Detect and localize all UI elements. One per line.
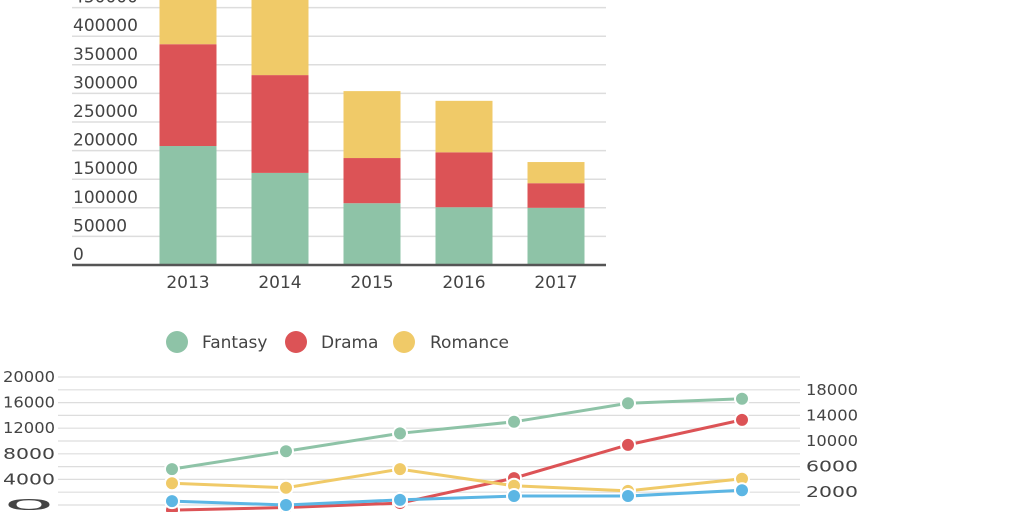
bar-segment-drama — [251, 75, 309, 173]
bar-segment-romance — [251, 0, 309, 76]
line-y-tick-label-left: 20000 — [3, 368, 55, 386]
bar-x-tick-label: 2013 — [166, 273, 209, 293]
line-point-fantasy — [164, 461, 180, 478]
bar-segment-drama — [159, 44, 217, 147]
line-point-fantasy — [278, 443, 294, 460]
bar-segment-fantasy — [159, 146, 217, 265]
line-point-fantasy — [734, 390, 750, 407]
line-y-tick-label-right: 10000 — [806, 432, 858, 450]
line-y-tick-label-right: 18000 — [806, 381, 858, 399]
legend-item-romance[interactable]: Romance — [393, 331, 509, 353]
line-point-fourth — [278, 497, 294, 512]
line-chart-y-ticks: 0 2000 4000 6000 8000 10000 12000 14000 16000 180… — [3, 368, 858, 512]
line-chart-gridlines — [58, 376, 800, 506]
bar-segment-fantasy — [435, 207, 493, 265]
bar-segment-romance — [527, 162, 585, 184]
line-point-fourth — [734, 482, 750, 499]
bar-y-tick-label: 250000 — [73, 102, 138, 122]
bar-segment-fantasy — [251, 172, 309, 265]
bar-y-tick-label: 150000 — [73, 159, 138, 179]
bar-y-tick-label: 50000 — [73, 216, 127, 236]
line-series-fourth — [171, 488, 743, 507]
line-point-drama — [734, 411, 750, 428]
line-y-tick-label-right: 14000 — [806, 406, 858, 424]
line-point-romance — [278, 479, 294, 496]
line-point-fantasy — [392, 425, 408, 442]
bar-segment-romance — [159, 0, 217, 45]
line-series-drama — [171, 418, 743, 512]
legend: Fantasy Drama Romance — [166, 331, 509, 353]
line-y-tick-label-left: 16000 — [3, 394, 55, 412]
legend-swatch-fantasy — [166, 331, 188, 353]
line-point-drama — [620, 436, 636, 453]
bar-x-tick-label: 2014 — [258, 273, 301, 293]
line-point-fourth — [392, 491, 408, 508]
bar-segment-romance — [435, 100, 493, 153]
line-series-fantasy — [171, 397, 743, 471]
legend-swatch-romance — [393, 331, 415, 353]
line-point-fourth — [620, 488, 636, 505]
line-point-romance — [392, 461, 408, 478]
legend-item-drama[interactable]: Drama — [285, 331, 378, 353]
legend-item-fantasy[interactable]: Fantasy — [166, 331, 267, 353]
line-point-romance — [164, 475, 180, 492]
bar-y-tick-label: 350000 — [73, 45, 138, 65]
bar-y-tick-label: 0 — [73, 245, 84, 265]
bar-chart-bars — [159, 0, 585, 265]
line-y-tick-label-right: 2000 — [806, 483, 858, 501]
bar-x-tick-label: 2015 — [350, 273, 393, 293]
bar-chart-x-ticks: 2013 2014 2015 2016 2017 — [166, 273, 577, 293]
bar-chart-gridlines — [72, 6, 606, 238]
line-y-tick-label-left: 0 — [3, 496, 55, 512]
legend-swatch-drama — [285, 331, 307, 353]
line-chart-series — [164, 390, 750, 512]
line-y-tick-label-left: 4000 — [3, 470, 55, 488]
legend-label-drama: Drama — [321, 333, 378, 353]
bar-segment-drama — [527, 183, 585, 208]
line-y-tick-label-left: 12000 — [3, 419, 55, 437]
line-point-fantasy — [620, 395, 636, 412]
bar-segment-drama — [343, 158, 401, 204]
bar-y-tick-label: 200000 — [73, 131, 138, 151]
bar-x-tick-label: 2017 — [534, 273, 577, 293]
bar-chart-y-ticks: 0 50000 100000 150000 200000 250000 300000 3500… — [73, 0, 138, 265]
line-y-tick-label-left: 8000 — [3, 445, 55, 463]
bar-segment-fantasy — [343, 203, 401, 265]
bar-x-tick-label: 2016 — [442, 273, 485, 293]
line-point-fourth — [164, 493, 180, 510]
bar-y-tick-label: 400000 — [73, 16, 138, 36]
bar-y-tick-label: 300000 — [73, 73, 138, 93]
bar-segment-romance — [343, 91, 401, 159]
line-point-fantasy — [506, 413, 522, 430]
line-point-fourth — [506, 488, 522, 505]
bar-segment-fantasy — [527, 207, 585, 265]
bar-segment-drama — [435, 152, 493, 208]
legend-label-romance: Romance — [430, 333, 509, 353]
bar-y-tick-label: 100000 — [73, 188, 138, 208]
line-y-tick-label-right: 6000 — [806, 458, 858, 476]
bar-y-tick-label: 450000 — [73, 0, 138, 8]
legend-label-fantasy: Fantasy — [202, 333, 267, 353]
line-series-romance — [171, 467, 743, 493]
